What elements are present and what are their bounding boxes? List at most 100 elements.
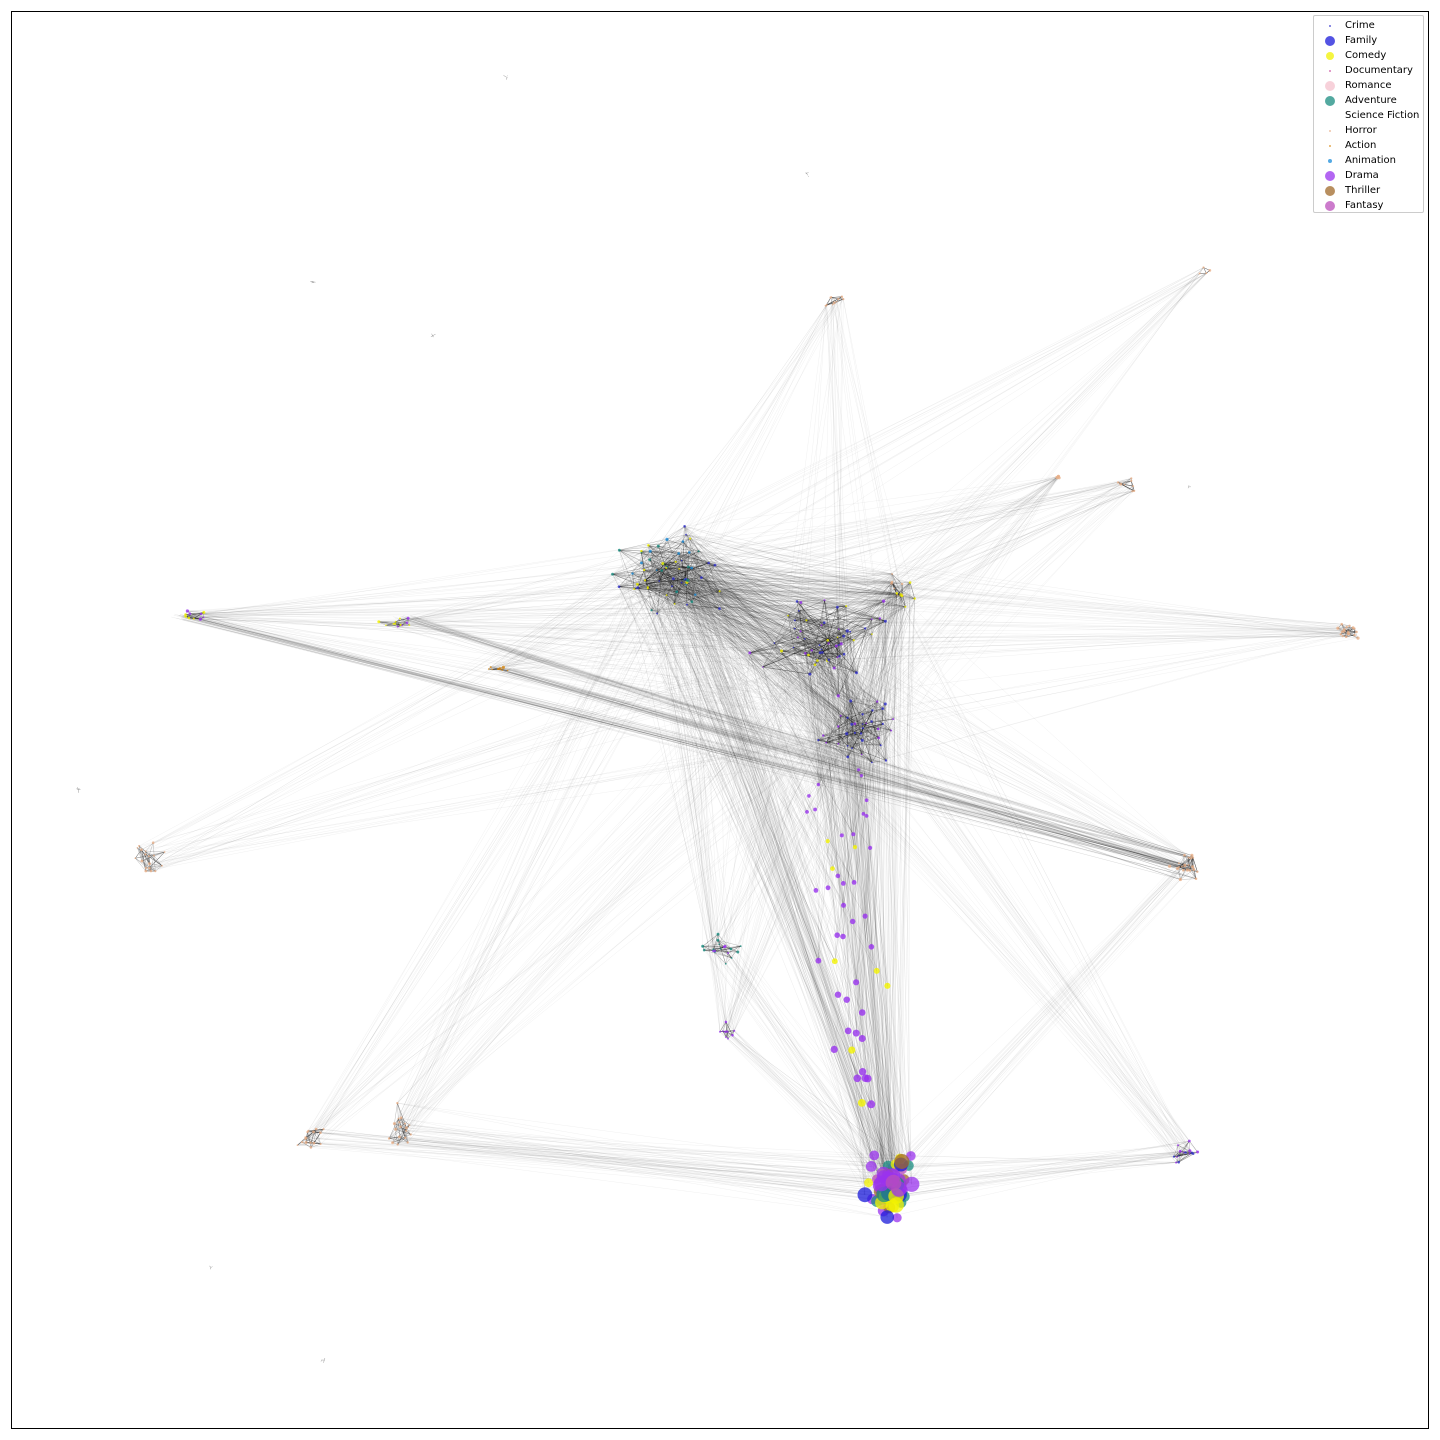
graph-edge [656,570,682,583]
graph-edge [406,582,911,1128]
graph-node-horror [1348,624,1351,627]
graph-edge [677,296,832,592]
graph-node-drama [865,722,868,725]
graph-edge [688,566,1345,630]
graph-node-crime [713,563,717,567]
graph-edge [145,603,675,855]
graph-edge [732,740,863,1036]
graph-node-drama [1188,1149,1192,1153]
graph-edge [688,478,1132,568]
graph-edge [862,740,881,746]
graph-edge [637,273,1200,585]
graph-node-crime [818,651,822,655]
graph-edge [749,652,898,1218]
graph-edge [395,594,696,1130]
graph-edge [717,940,725,947]
graph-edge [811,650,856,848]
graph-edge [805,478,1132,654]
graph-edge [737,951,882,1192]
graph-node-adventure [686,578,690,583]
graph-node-drama [838,628,840,630]
graph-edge [488,606,906,670]
graph-edge [822,652,858,1079]
graph-edge [666,567,1342,625]
graph-edge [724,733,862,947]
graph-edge [834,667,1198,1153]
graph-edge [788,615,807,621]
graph-edge [740,945,888,1199]
graph-edge [851,724,879,730]
graph-edge [704,934,719,951]
graph-edge [618,562,642,587]
graph-edge [774,642,1180,868]
graph-edge [1344,629,1357,633]
graph-edge [719,273,1207,592]
graph-edge [673,578,720,609]
graph-node-drama [813,807,817,812]
graph-edge [819,652,894,1172]
graph-edge [823,477,1060,736]
graph-edge [671,586,692,602]
graph-edge [673,578,675,604]
graph-edge [788,615,844,637]
graph-edge [650,551,887,1198]
graph-edge [313,541,684,1144]
graph-edge [618,563,663,587]
graph-edge [797,636,1347,638]
graph-edge [762,666,810,675]
graph-edge [490,539,668,668]
graph-edge [641,550,1344,632]
graph-edge [798,610,811,675]
graph-edge [824,622,829,661]
graph-edge [503,591,720,668]
graph-edge [135,858,156,872]
graph-edge [832,596,903,869]
graph-edge [796,601,838,936]
graph-edge [684,526,882,1201]
graph-edge [832,304,842,644]
graph-edge [137,643,829,848]
graph-edge [650,485,1134,552]
graph-edge [788,615,844,637]
graph-edge [139,657,838,847]
graph-node-crime [1177,1160,1180,1164]
graph-node-horror [154,870,157,873]
graph-edge [847,630,1184,1153]
graph-edge [830,297,833,305]
graph-edge [804,273,1200,639]
graph-node-comedy [665,594,668,596]
graph-node-horror [397,1117,400,1120]
graph-edge [732,726,839,1036]
graph-edge [817,660,855,883]
graph-edge [189,613,839,744]
graph-edge [838,618,881,696]
graph-edge [908,1156,1174,1166]
graph-edge [641,298,844,552]
graph-edge [689,273,1200,553]
graph-node-drama [820,624,823,627]
graph-edge [149,863,163,866]
graph-edge [659,563,663,582]
graph-edge [840,476,1059,716]
graph-node-crime [803,637,806,640]
graph-edge [397,626,838,658]
graph-edge [691,567,1355,629]
graph-edge [695,594,835,1050]
graph-edge [798,610,807,621]
graph-edge [619,550,662,571]
graph-edge [891,583,1179,1163]
graph-edge [1341,624,1355,636]
graph-edge [749,631,851,654]
graph-edge [141,851,165,862]
graph-edge [702,944,720,947]
graph-edge [666,595,719,941]
graph-node-drama [805,810,809,814]
graph-edge [878,728,884,1177]
graph-edge [644,569,688,581]
graph-edge [897,582,911,596]
graph-edge [726,629,839,1032]
graph-edge [794,480,1132,621]
graph-node-drama [827,642,830,645]
graph-node-horror [138,844,141,847]
graph-edge [717,940,902,1203]
